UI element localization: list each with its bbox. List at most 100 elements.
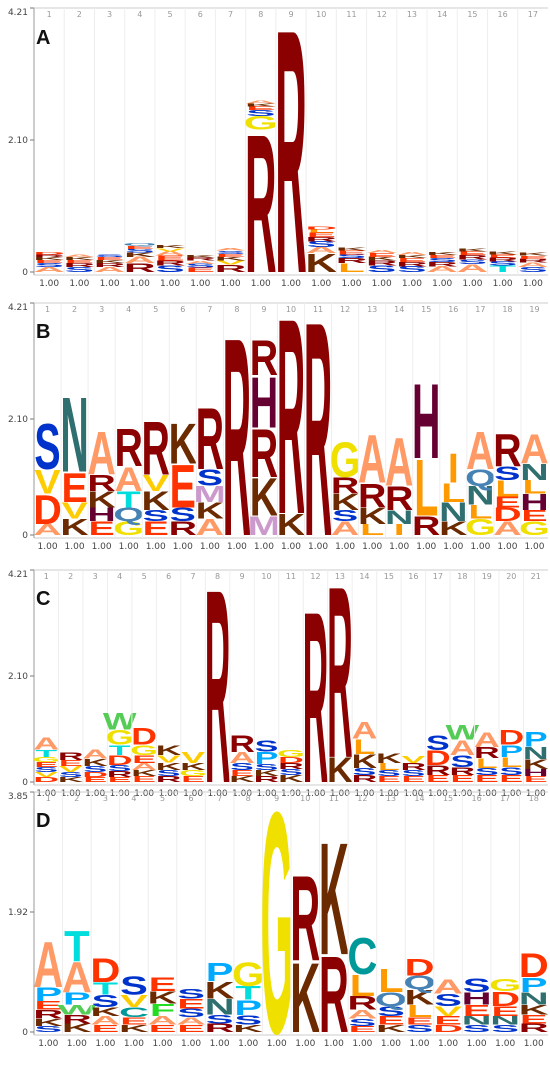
logo-letter-k: K: [233, 1023, 263, 1034]
logo-letter-a: A: [154, 250, 186, 257]
logo-letter-d: D: [425, 747, 451, 770]
logo-letter-e: E: [108, 776, 132, 784]
logo-letter-e: E: [494, 494, 520, 511]
logo-letter-k: K: [396, 254, 428, 259]
logo-letter-a: A: [449, 737, 475, 760]
logo-letter-s: S: [34, 766, 58, 774]
logo-letter-s: S: [458, 258, 487, 265]
logo-letter-r: R: [154, 260, 186, 268]
logo-letter-k: K: [305, 248, 337, 278]
position-weight-label: 1.00: [146, 542, 166, 552]
logo-letter-k: K: [154, 244, 186, 249]
logo-letter-a: A: [366, 249, 398, 254]
logo-letter-r: R: [215, 263, 247, 275]
position-weight-label: 1.00: [159, 789, 179, 799]
position-weight-label: 1.00: [281, 279, 301, 289]
position-weight-label: 1.00: [181, 1039, 201, 1049]
logo-letter-i: I: [394, 522, 405, 539]
logo-letter-r: R: [58, 750, 84, 763]
logo-letter-s: S: [177, 986, 205, 1002]
logo-letter-e: E: [428, 254, 457, 259]
logo-letter-a: A: [466, 420, 494, 480]
logo-letter-a: A: [124, 255, 156, 265]
logo-letter-w: W: [103, 708, 137, 735]
position-label: 4: [126, 305, 131, 314]
logo-letter-s: S: [95, 254, 124, 258]
logo-letter-s: S: [491, 1023, 519, 1034]
panel-label: B: [36, 321, 50, 343]
logo-letter-a: A: [426, 265, 458, 274]
logo-letter-a: A: [347, 1008, 377, 1021]
logo-letter-d: D: [498, 727, 524, 750]
logo-letter-d: D: [131, 723, 157, 750]
position-label: 7: [217, 794, 222, 803]
logo-letter-p: P: [234, 996, 262, 1020]
position-label: 15: [467, 10, 477, 19]
logo-letter-s: S: [34, 1024, 62, 1034]
logo-letter-g: G: [465, 514, 496, 540]
logo-letter-r: R: [319, 936, 349, 1056]
position-label: 9: [261, 305, 266, 314]
logo-letter-p: P: [499, 742, 523, 761]
logo-letter-g: G: [130, 742, 158, 758]
logo-letter-r: R: [254, 775, 280, 784]
logo-letter-g: G: [113, 518, 144, 540]
logo-letter-r: R: [63, 262, 95, 268]
y-tick-label: 0: [22, 1028, 28, 1038]
logo-letter-e: E: [155, 255, 184, 263]
logo-letter-e: E: [402, 775, 426, 784]
logo-letter-v: V: [59, 765, 84, 774]
logo-letter-k: K: [336, 247, 368, 252]
position-weight-label: 1.00: [67, 1039, 87, 1049]
logo-letter-w: W: [57, 1002, 97, 1018]
logo-letter-s: S: [475, 766, 499, 777]
logo-letter-e: E: [125, 245, 154, 250]
logo-letter-k: K: [376, 1023, 406, 1034]
position-weight-label: 1.00: [221, 279, 241, 289]
logo-panel-a: 4.212.100A11.00ASEKRD21.00SREKA31.00ARKE…: [8, 0, 549, 346]
logo-letter-v: V: [143, 470, 170, 496]
logo-letter-s: S: [255, 763, 279, 772]
logo-letter-s: S: [125, 248, 154, 254]
logo-letter-k: K: [487, 251, 519, 256]
logo-letter-k: K: [184, 254, 216, 258]
logo-letter-e: E: [61, 464, 87, 512]
logo-letter-v: V: [61, 498, 88, 524]
position-weight-label: 1.00: [352, 1039, 372, 1049]
logo-letter-e: E: [406, 1016, 434, 1027]
y-tick-label: 2.10: [8, 415, 28, 425]
logo-letter-e: E: [59, 759, 83, 768]
logo-letter-k: K: [517, 252, 549, 257]
logo-letter-a: A: [148, 1014, 178, 1027]
position-weight-label: 1.00: [438, 1039, 458, 1049]
logo-letter-a: A: [114, 460, 142, 498]
logo-letter-k: K: [229, 775, 255, 784]
logo-letter-e: E: [34, 259, 63, 264]
logo-letter-l: L: [308, 229, 335, 234]
position-weight-label: 1.00: [501, 789, 521, 799]
logo-letter-g: G: [330, 432, 361, 489]
logo-letter-t: T: [35, 747, 57, 759]
logo-letter-p: P: [524, 728, 548, 751]
position-label: 15: [443, 794, 453, 803]
logo-letter-v: V: [34, 771, 58, 779]
position-label: 14: [437, 10, 447, 19]
position-label: 11: [313, 305, 323, 314]
logo-letter-h: H: [462, 989, 492, 1009]
logo-letter-n: N: [385, 507, 413, 529]
logo-letter-t: T: [489, 264, 517, 274]
logo-letter-g: G: [277, 747, 305, 759]
logo-letter-e: E: [132, 753, 156, 766]
logo-letter-r: R: [205, 1021, 235, 1034]
position-label: 7: [207, 305, 212, 314]
logo-letter-s: S: [402, 769, 426, 778]
logo-letter-s: S: [83, 765, 107, 774]
position-label: 14: [414, 794, 424, 803]
logo-letter-e: E: [450, 773, 474, 784]
logo-letter-s: S: [255, 737, 279, 754]
position-label: 8: [215, 572, 220, 581]
logo-letter-k: K: [94, 259, 126, 264]
position-label: 9: [274, 794, 279, 803]
position-label: 1: [45, 305, 50, 314]
logo-letter-e: E: [307, 231, 336, 238]
